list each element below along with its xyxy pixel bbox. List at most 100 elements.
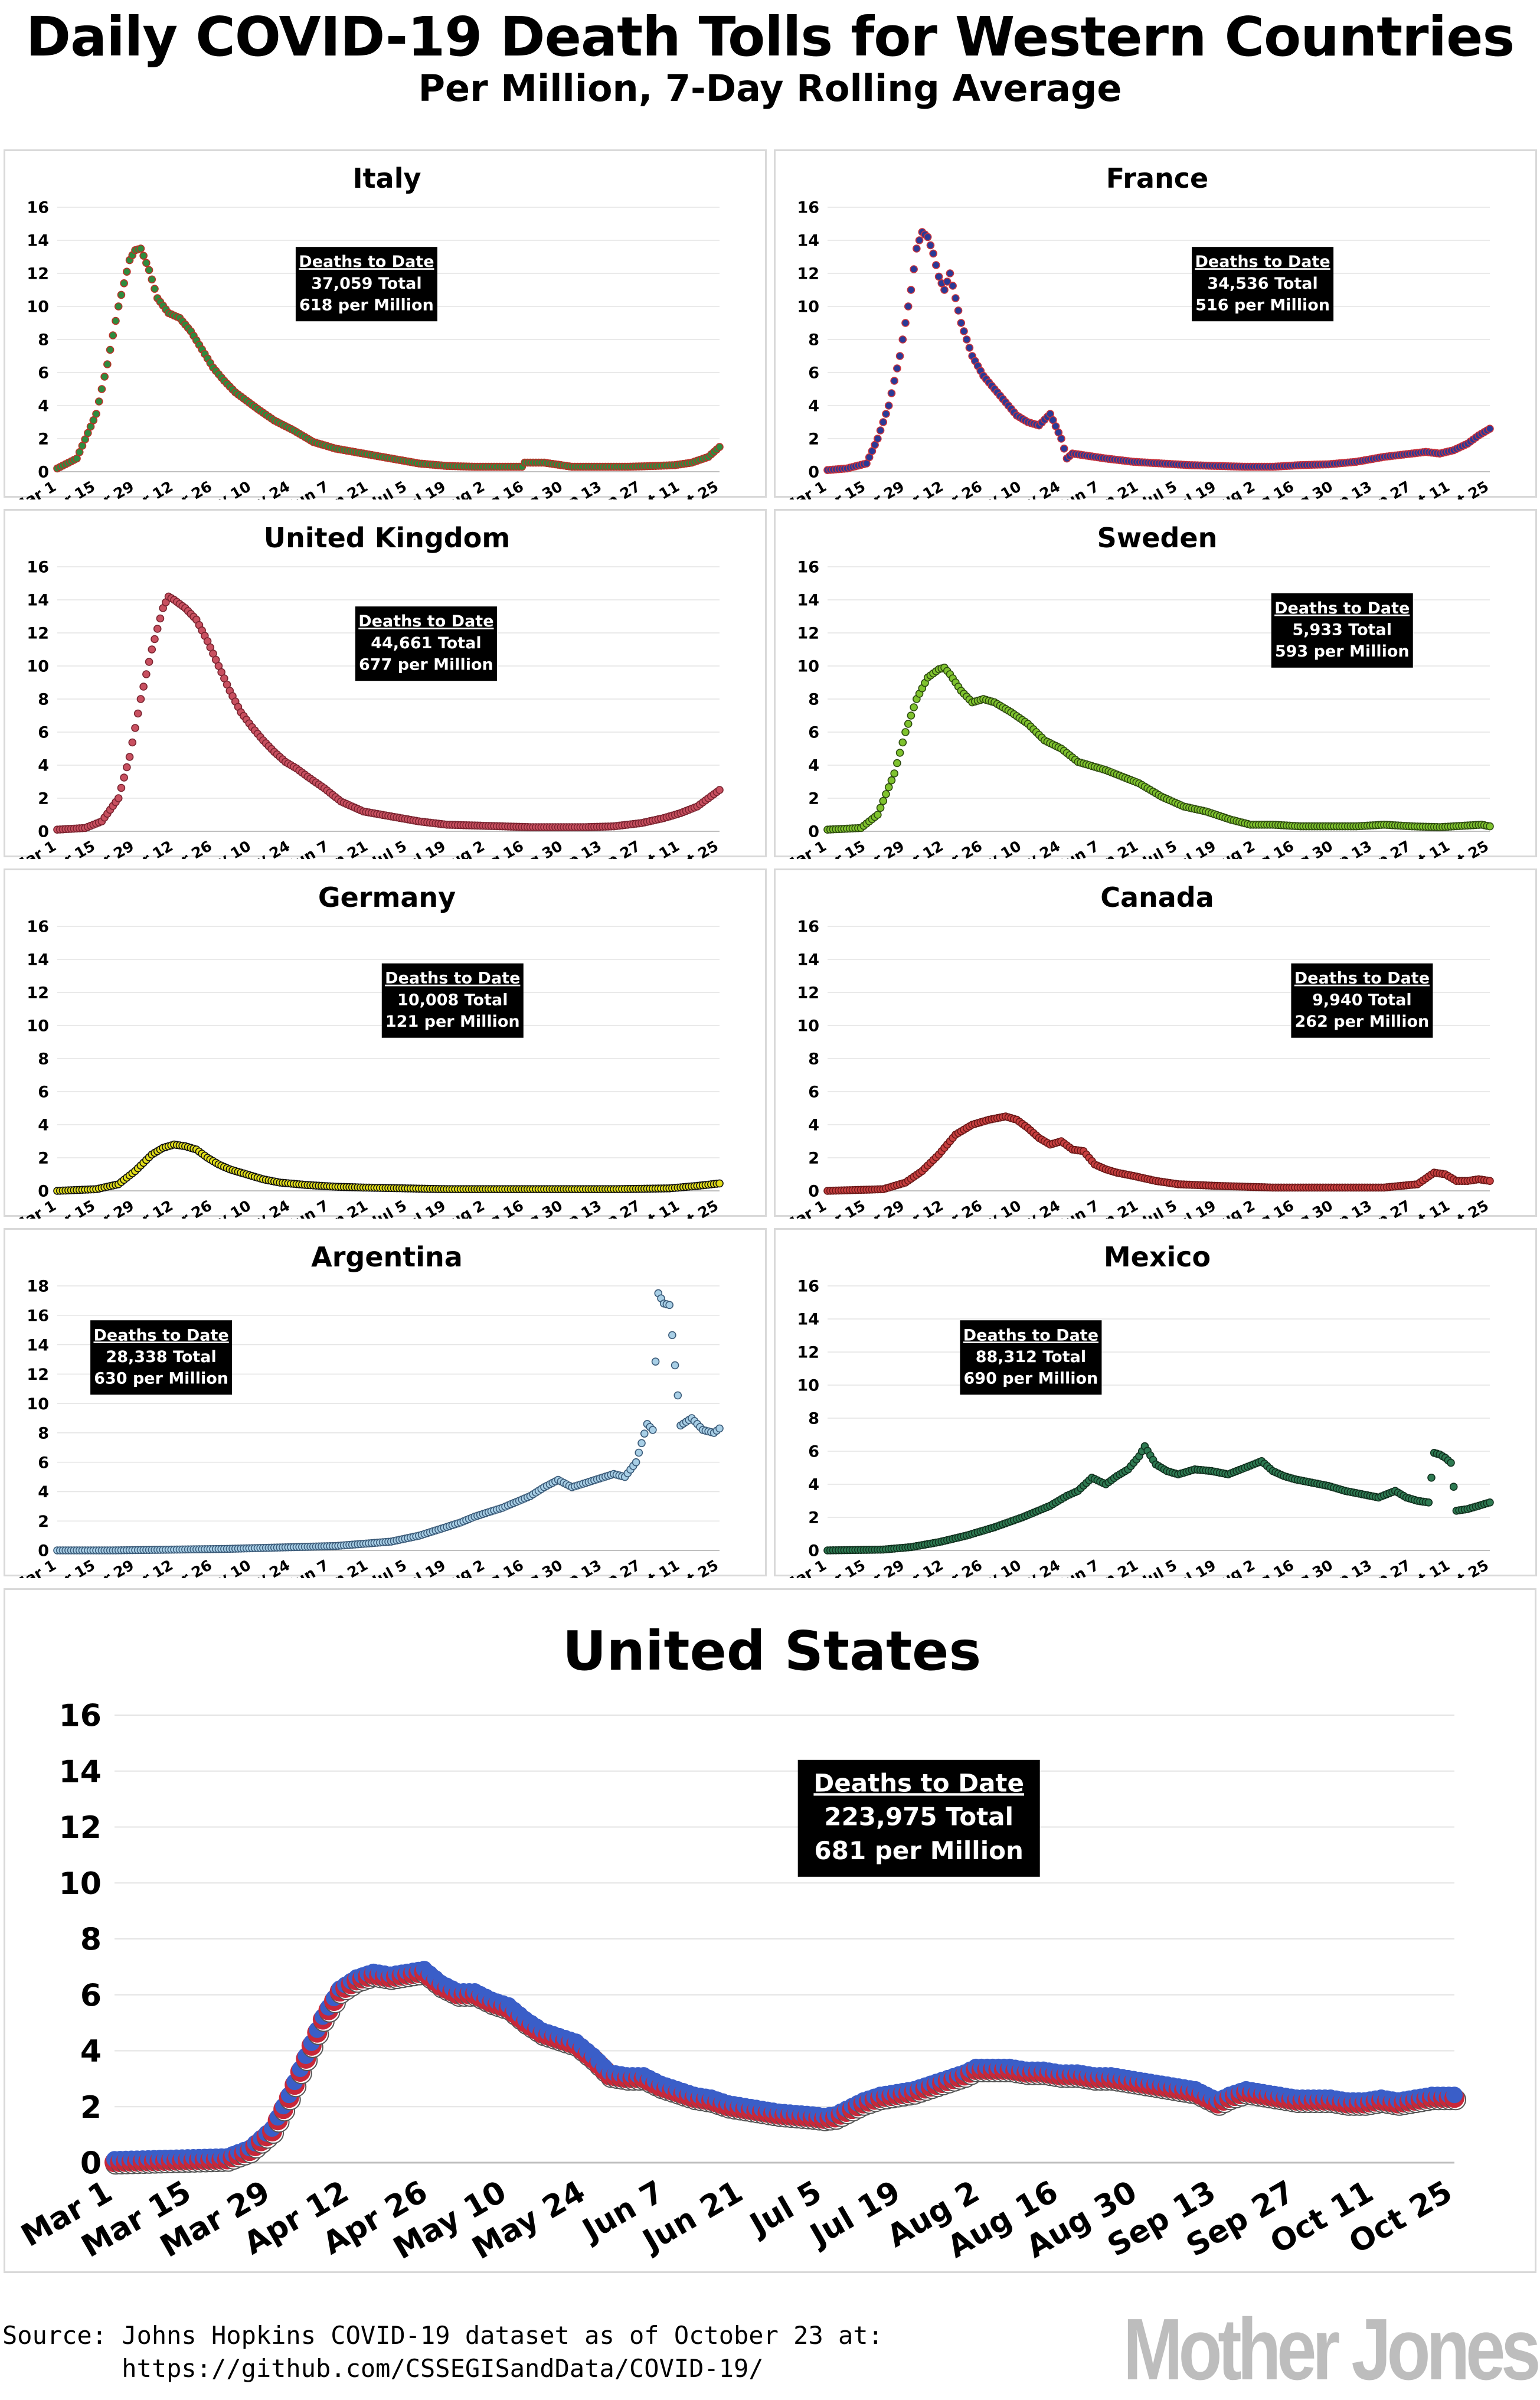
chart-title: United States (563, 1619, 981, 1683)
y-tick-label: 12 (797, 625, 819, 643)
deaths-box-per-million: 262 per Million (1295, 1013, 1430, 1031)
y-tick-label: 8 (808, 1050, 819, 1069)
data-point (929, 249, 937, 258)
deaths-box-heading: Deaths to Date (385, 969, 520, 988)
data-point (671, 1361, 679, 1370)
y-tick-label: 10 (27, 658, 49, 676)
x-tick-label: Mar 1 (780, 1197, 829, 1219)
data-point (887, 776, 896, 785)
y-tick-label: 14 (797, 232, 819, 250)
deaths-box-per-million: 121 per Million (385, 1013, 520, 1031)
y-tick-label: 16 (797, 1278, 819, 1296)
y-tick-label: 6 (38, 724, 49, 742)
deaths-to-date-box: Deaths to Date 223,975 Total 681 per Milli… (797, 1759, 1040, 1877)
data-point (673, 1391, 682, 1400)
source-line-2: https://github.com/CSSEGISandData/COVID-… (2, 2354, 764, 2383)
y-tick-label: 8 (38, 691, 49, 709)
x-tick-label: Mar 1 (9, 1556, 59, 1578)
chart-title: France (1106, 162, 1208, 194)
deaths-box-total: 44,661 Total (371, 634, 481, 652)
deaths-to-date-box: Deaths to Date 44,661 Total 677 per Millio… (355, 606, 497, 681)
deaths-box-per-million: 618 per Million (299, 296, 434, 314)
data-point (884, 783, 893, 792)
y-tick-label: 0 (80, 2146, 102, 2182)
data-point (946, 269, 954, 277)
deaths-box-total: 9,940 Total (1312, 991, 1412, 1009)
y-tick-label: 16 (797, 918, 819, 936)
y-tick-label: 0 (808, 823, 819, 841)
data-point (876, 426, 885, 435)
data-point (1060, 444, 1068, 453)
data-point (665, 1301, 673, 1310)
y-tick-label: 0 (808, 1542, 819, 1560)
y-tick-label: 8 (808, 691, 819, 709)
data-point (94, 397, 103, 406)
data-point (142, 670, 151, 678)
data-point (1486, 425, 1494, 433)
deaths-box-total: 88,312 Total (976, 1348, 1086, 1366)
y-tick-label: 0 (808, 463, 819, 482)
y-tick-label: 18 (27, 1278, 49, 1296)
data-point (957, 319, 966, 327)
deaths-box-background (1192, 247, 1334, 322)
data-point (940, 286, 949, 294)
deaths-box-per-million: 681 per Million (815, 1836, 1024, 1865)
data-point (136, 244, 145, 253)
data-point (715, 1424, 724, 1433)
data-point (106, 345, 115, 354)
data-point (1486, 1498, 1494, 1507)
data-point (907, 286, 916, 294)
y-tick-label: 6 (38, 1454, 49, 1472)
y-tick-label: 12 (27, 1366, 49, 1384)
data-point (890, 377, 898, 385)
data-point (112, 316, 120, 325)
y-tick-label: 12 (797, 984, 819, 1003)
y-tick-label: 6 (808, 1443, 819, 1461)
data-point (962, 335, 971, 344)
data-point (153, 625, 162, 633)
data-point (151, 635, 159, 644)
data-point (114, 302, 123, 311)
data-point (904, 302, 913, 311)
y-tick-label: 8 (808, 331, 819, 350)
data-point (874, 435, 882, 443)
y-tick-label: 10 (797, 298, 819, 316)
y-tick-label: 0 (38, 1183, 49, 1201)
data-point (901, 319, 910, 327)
deaths-box-total: 5,933 Total (1292, 621, 1392, 639)
data-point (637, 1439, 646, 1448)
y-tick-label: 16 (27, 559, 49, 577)
deaths-to-date-box: Deaths to Date 28,338 Total 630 per Millio… (90, 1320, 233, 1395)
data-point (117, 783, 126, 792)
y-tick-label: 14 (27, 1336, 49, 1354)
x-tick-label: Jun 7 (286, 1556, 332, 1578)
chart-panel-united-states: United States 0 2 4 6 8 10 12 14 16 Mar 1 Mar 15 Mar… (4, 1588, 1536, 2273)
data-points (104, 1961, 1466, 2175)
deaths-box-heading: Deaths to Date (1274, 599, 1410, 618)
y-tick-label: 12 (59, 1810, 102, 1846)
data-point (136, 695, 145, 703)
chart-title: United Kingdom (264, 522, 511, 554)
data-point (125, 753, 134, 761)
y-tick-label: 16 (797, 199, 819, 217)
data-point (960, 327, 968, 335)
deaths-box-background (960, 1320, 1102, 1395)
deaths-to-date-box: Deaths to Date 9,940 Total 262 per Million (1291, 963, 1433, 1038)
y-tick-label: 12 (797, 1344, 819, 1362)
data-point (92, 410, 100, 418)
data-point (632, 1458, 640, 1467)
x-tick-label: Mar 1 (9, 1197, 59, 1219)
deaths-to-date-box: Deaths to Date 5,933 Total 593 per Million (1271, 593, 1413, 668)
y-tick-label: 4 (808, 397, 819, 416)
data-point (109, 331, 117, 339)
data-point (123, 267, 131, 276)
data-points (53, 592, 724, 834)
data-point (145, 658, 153, 666)
